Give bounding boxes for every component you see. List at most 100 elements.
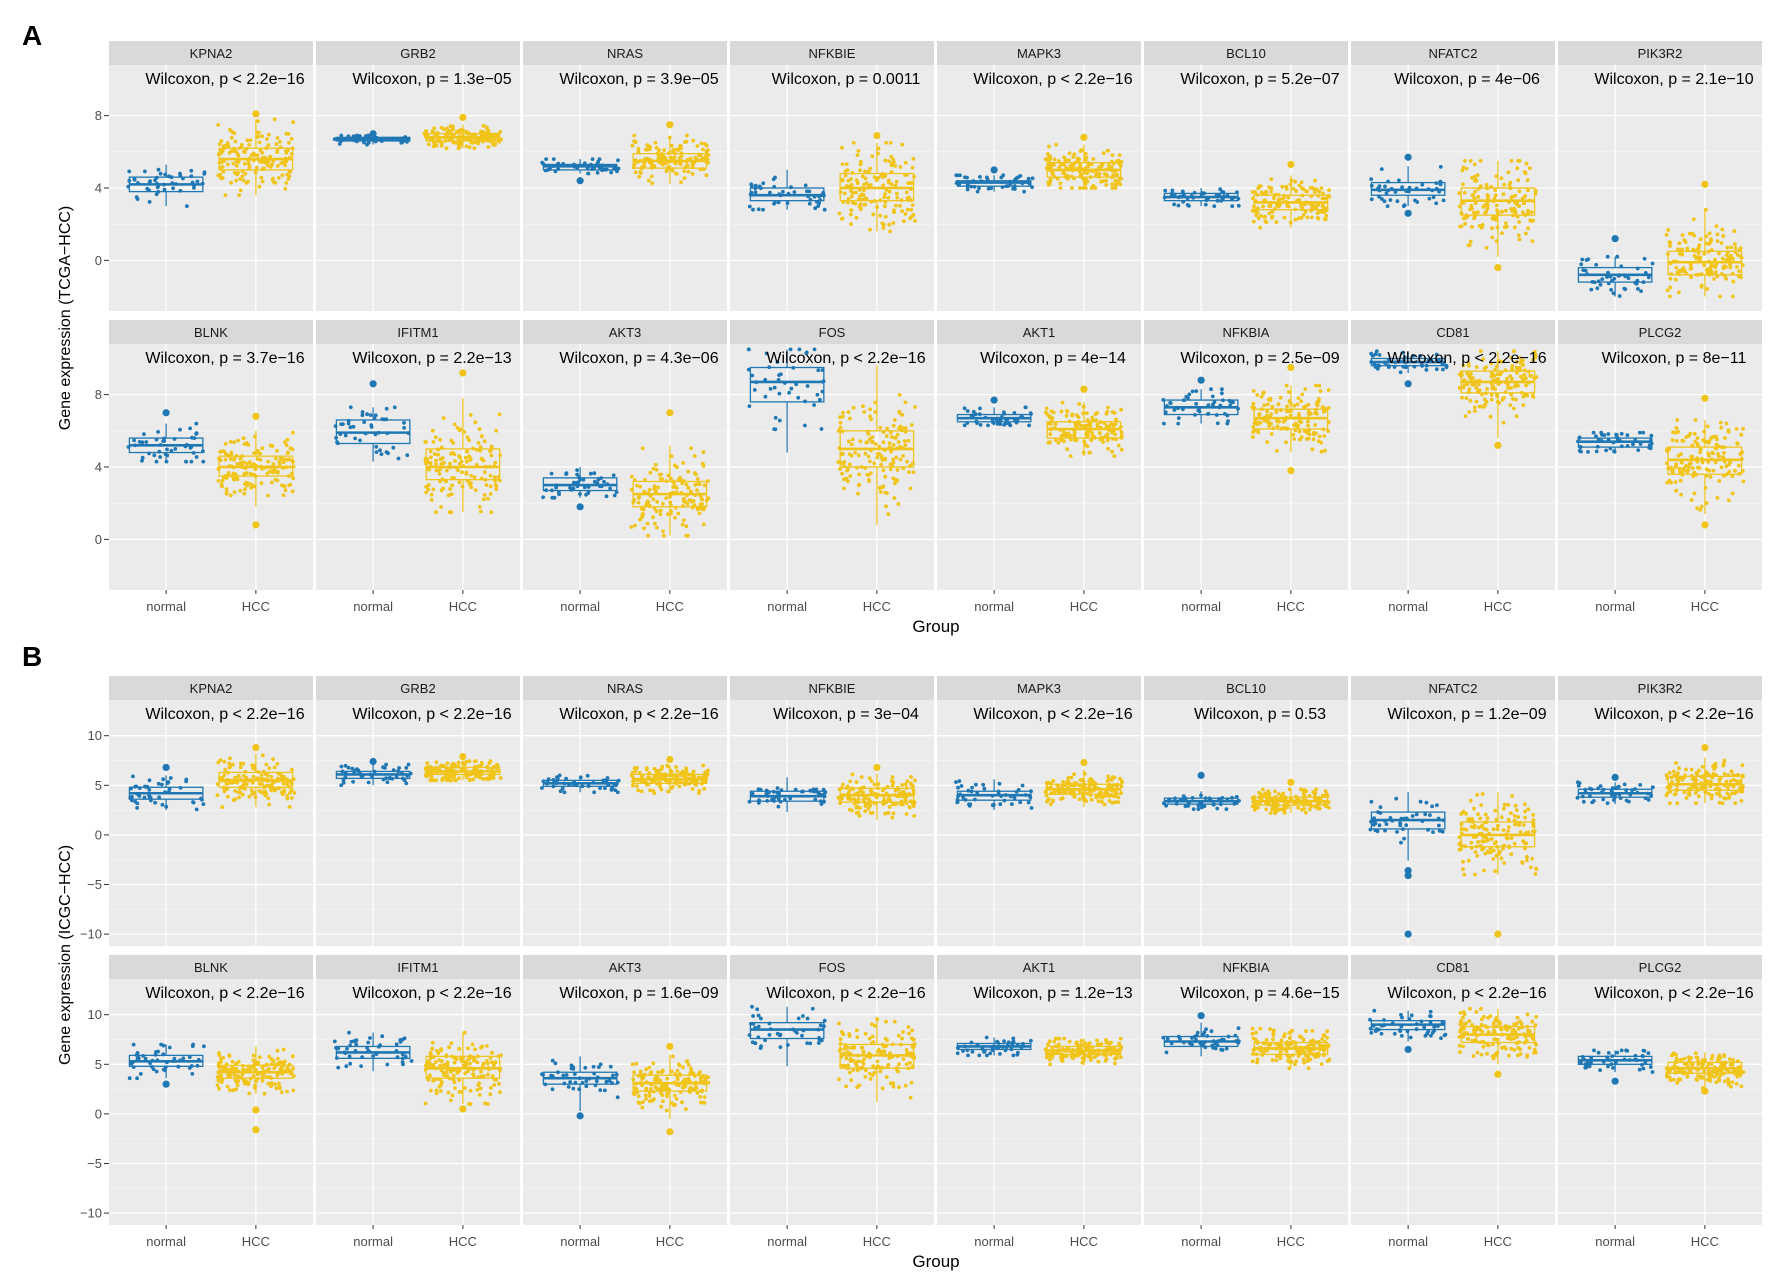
- data-point: [564, 471, 569, 476]
- facet-strip: [523, 320, 727, 344]
- data-point: [1698, 508, 1703, 512]
- data-point: [497, 412, 502, 417]
- data-point: [1699, 283, 1704, 288]
- data-point: [1230, 204, 1235, 209]
- data-point: [255, 153, 260, 158]
- HCC-outlier: [1080, 133, 1088, 141]
- data-point: [1262, 215, 1267, 219]
- data-point: [1064, 414, 1069, 418]
- data-point: [1678, 478, 1683, 483]
- data-point: [1113, 186, 1118, 190]
- data-point: [1069, 775, 1074, 780]
- data-point: [1707, 242, 1712, 246]
- data-point: [883, 174, 888, 178]
- data-point: [1071, 154, 1076, 159]
- data-point: [900, 783, 905, 787]
- data-point: [1488, 414, 1493, 419]
- data-point: [1326, 429, 1331, 433]
- data-point: [1048, 157, 1052, 161]
- data-point: [652, 506, 657, 511]
- data-point: [228, 756, 232, 761]
- x-tick-label: HCC: [449, 599, 477, 614]
- data-point: [1526, 208, 1530, 213]
- data-point: [194, 807, 199, 812]
- data-point: [1733, 242, 1737, 247]
- data-point: [904, 190, 909, 195]
- normal-outlier: [1404, 871, 1412, 880]
- data-point: [858, 789, 863, 793]
- data-point: [986, 423, 990, 428]
- data-point: [889, 182, 894, 187]
- data-point: [1515, 214, 1520, 219]
- data-point: [1306, 436, 1311, 441]
- data-point: [1526, 226, 1531, 231]
- data-point: [1706, 441, 1711, 445]
- data-point: [220, 805, 225, 809]
- data-point: [1594, 262, 1599, 267]
- pvalue-label: Wilcoxon, p < 2.2e−16: [973, 706, 1132, 723]
- data-point: [498, 129, 503, 134]
- data-point: [1467, 410, 1472, 414]
- data-point: [1266, 789, 1271, 794]
- data-point: [697, 511, 702, 516]
- data-point: [1679, 268, 1683, 273]
- data-point: [898, 457, 903, 462]
- data-point: [858, 162, 863, 167]
- data-point: [819, 427, 824, 431]
- normal-outlier: [1197, 376, 1205, 384]
- data-point: [266, 459, 271, 464]
- data-point: [281, 493, 286, 497]
- data-point: [1068, 454, 1073, 458]
- normal-points: [126, 421, 206, 464]
- data-point: [1313, 411, 1318, 416]
- data-point: [1676, 453, 1681, 458]
- data-point: [1506, 170, 1511, 175]
- data-point: [637, 174, 642, 179]
- data-point: [887, 441, 892, 445]
- data-point: [883, 457, 888, 462]
- data-point: [847, 462, 852, 467]
- data-point: [1256, 430, 1261, 435]
- data-point: [1517, 189, 1522, 194]
- data-point: [426, 487, 431, 492]
- data-point: [223, 767, 228, 772]
- data-point: [1097, 431, 1102, 436]
- data-point: [704, 173, 709, 178]
- data-point: [1001, 173, 1006, 178]
- data-point: [424, 484, 429, 489]
- data-point: [339, 764, 344, 769]
- data-point: [663, 155, 668, 160]
- data-point: [867, 479, 871, 483]
- data-point: [281, 160, 286, 165]
- data-point: [1016, 175, 1020, 180]
- data-point: [348, 425, 353, 430]
- data-point: [1467, 387, 1472, 391]
- data-point: [1594, 449, 1599, 454]
- data-point: [1119, 447, 1124, 452]
- data-point: [858, 207, 863, 212]
- data-point: [1287, 204, 1291, 209]
- x-tick-label: normal: [1181, 599, 1221, 614]
- data-point: [661, 529, 665, 534]
- data-point: [1475, 853, 1480, 858]
- data-point: [1301, 213, 1306, 217]
- data-point: [249, 471, 253, 476]
- data-point: [850, 437, 855, 442]
- data-point: [1274, 410, 1279, 414]
- data-point: [959, 784, 964, 788]
- data-point: [236, 438, 241, 443]
- data-point: [1106, 405, 1110, 410]
- data-point: [1270, 405, 1275, 409]
- data-point: [1625, 433, 1630, 438]
- data-point: [1495, 208, 1499, 213]
- x-tick-label: HCC: [656, 599, 684, 614]
- data-point: [846, 479, 850, 484]
- data-point: [1113, 432, 1118, 437]
- data-point: [1700, 460, 1705, 465]
- data-point: [632, 766, 637, 770]
- data-point: [429, 455, 433, 460]
- data-point: [1711, 468, 1716, 473]
- data-point: [544, 157, 548, 162]
- data-point: [989, 186, 993, 191]
- data-point: [249, 153, 254, 157]
